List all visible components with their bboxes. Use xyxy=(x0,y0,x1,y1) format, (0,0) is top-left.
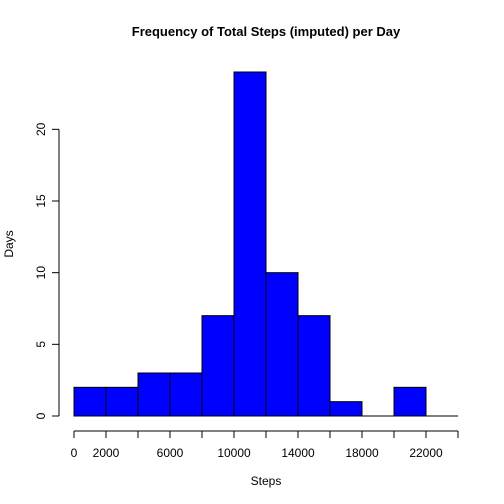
x-tick-label: 6000 xyxy=(157,446,184,460)
x-axis-label: Steps xyxy=(251,474,282,488)
y-tick-label: 5 xyxy=(34,341,48,348)
bars-group xyxy=(73,71,458,417)
histogram-bar xyxy=(201,315,235,417)
x-tick-label: 10000 xyxy=(217,446,251,460)
y-axis: 0 5 10 15 20 xyxy=(34,122,60,419)
x-tick-label: 2000 xyxy=(93,446,120,460)
y-tick-label: 0 xyxy=(34,412,48,419)
y-tick-label: 10 xyxy=(34,266,48,280)
histogram-bar xyxy=(329,401,363,417)
x-tick-label: 14000 xyxy=(281,446,315,460)
histogram-bar xyxy=(105,386,139,417)
histogram-bar xyxy=(297,315,331,417)
histogram-bar xyxy=(265,272,299,417)
histogram-bar xyxy=(233,71,267,417)
x-tick-label: 22000 xyxy=(409,446,443,460)
histogram-bar xyxy=(137,372,171,417)
x-tick-label: 18000 xyxy=(345,446,379,460)
y-tick-label: 15 xyxy=(34,194,48,208)
chart-title: Frequency of Total Steps (imputed) per D… xyxy=(132,24,401,39)
histogram-bar xyxy=(169,372,203,417)
y-axis-label: Days xyxy=(2,230,16,257)
histogram-bar xyxy=(73,386,107,417)
x-tick-label: 0 xyxy=(71,446,78,460)
y-tick-label: 20 xyxy=(34,122,48,136)
x-axis: 0 2000 6000 10000 14000 18000 22000 xyxy=(71,430,459,460)
histogram-bar xyxy=(393,386,427,417)
